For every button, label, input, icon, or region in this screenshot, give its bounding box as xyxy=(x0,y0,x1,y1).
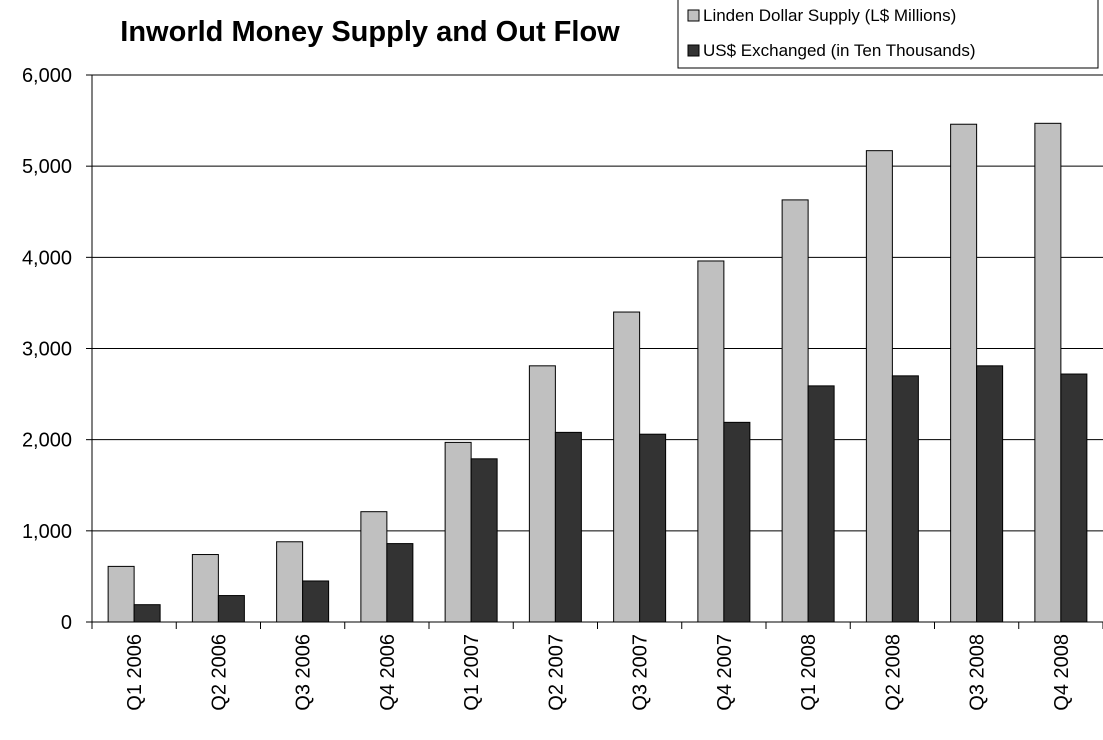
y-tick-label: 3,000 xyxy=(22,339,72,361)
x-tick-label: Q3 2007 xyxy=(630,634,652,711)
bar-usd-exchanged xyxy=(807,385,835,623)
bar-usd-exchanged xyxy=(1060,373,1088,623)
y-tick-label: 1,000 xyxy=(22,521,72,543)
bar-linden-supply xyxy=(1034,122,1062,623)
bar-usd-exchanged xyxy=(723,421,751,623)
x-tick-label: Q1 2006 xyxy=(124,634,146,711)
x-tick-label: Q3 2008 xyxy=(967,634,989,711)
bars xyxy=(107,122,1088,623)
bar-usd-exchanged xyxy=(891,375,919,623)
x-tick-label: Q4 2006 xyxy=(377,634,399,711)
y-tick-label: 0 xyxy=(61,612,72,634)
bar-usd-exchanged xyxy=(976,365,1004,623)
chart-title: Inworld Money Supply and Out Flow xyxy=(120,16,620,48)
bar-linden-supply xyxy=(697,260,725,623)
x-tick-label: Q2 2007 xyxy=(545,634,567,711)
x-tick-label: Q4 2007 xyxy=(714,634,736,711)
axes xyxy=(86,74,1103,629)
bar-usd-exchanged xyxy=(133,604,161,623)
bar-usd-exchanged xyxy=(639,433,667,623)
bar-linden-supply xyxy=(865,150,893,623)
grid xyxy=(92,74,1103,532)
legend-swatch-linden xyxy=(687,9,700,22)
legend: Linden Dollar Supply (L$ Millions) US$ E… xyxy=(677,0,1099,69)
bar-usd-exchanged xyxy=(554,431,582,623)
legend-swatch-usd xyxy=(687,44,700,57)
x-tick-label: Q4 2008 xyxy=(1051,634,1073,711)
x-tick-label: Q2 2008 xyxy=(882,634,904,711)
bar-linden-supply xyxy=(950,123,978,623)
y-tick-label: 4,000 xyxy=(22,247,72,269)
legend-label-usd: US$ Exchanged (in Ten Thousands) xyxy=(703,41,976,60)
x-tick-label: Q2 2006 xyxy=(208,634,230,711)
x-tick-label: Q1 2008 xyxy=(798,634,820,711)
bar-linden-supply xyxy=(528,365,556,623)
bar-linden-supply xyxy=(781,199,809,623)
bar-linden-supply xyxy=(613,311,641,623)
bar-usd-exchanged xyxy=(217,595,245,623)
bar-usd-exchanged xyxy=(386,543,414,623)
bar-linden-supply xyxy=(107,565,135,623)
bar-linden-supply xyxy=(444,441,472,623)
y-tick-label: 2,000 xyxy=(22,430,72,452)
bar-linden-supply xyxy=(191,554,219,623)
y-tick-labels: 0 1,000 2,000 3,000 4,000 5,000 6,000 xyxy=(22,65,72,634)
y-tick-label: 6,000 xyxy=(22,65,72,87)
x-tick-label: Q1 2007 xyxy=(461,634,483,711)
x-tick-label: Q3 2006 xyxy=(293,634,315,711)
bar-linden-supply xyxy=(360,511,388,623)
bar-usd-exchanged xyxy=(470,458,498,623)
bar-linden-supply xyxy=(276,541,304,623)
bar-usd-exchanged xyxy=(302,580,330,623)
legend-label-linden: Linden Dollar Supply (L$ Millions) xyxy=(703,6,956,25)
legend-box xyxy=(677,0,1099,69)
y-tick-label: 5,000 xyxy=(22,156,72,178)
x-tick-labels: Q1 2006 Q2 2006 Q3 2006 Q4 2006 Q1 2007 Q2 20… xyxy=(124,634,1073,711)
